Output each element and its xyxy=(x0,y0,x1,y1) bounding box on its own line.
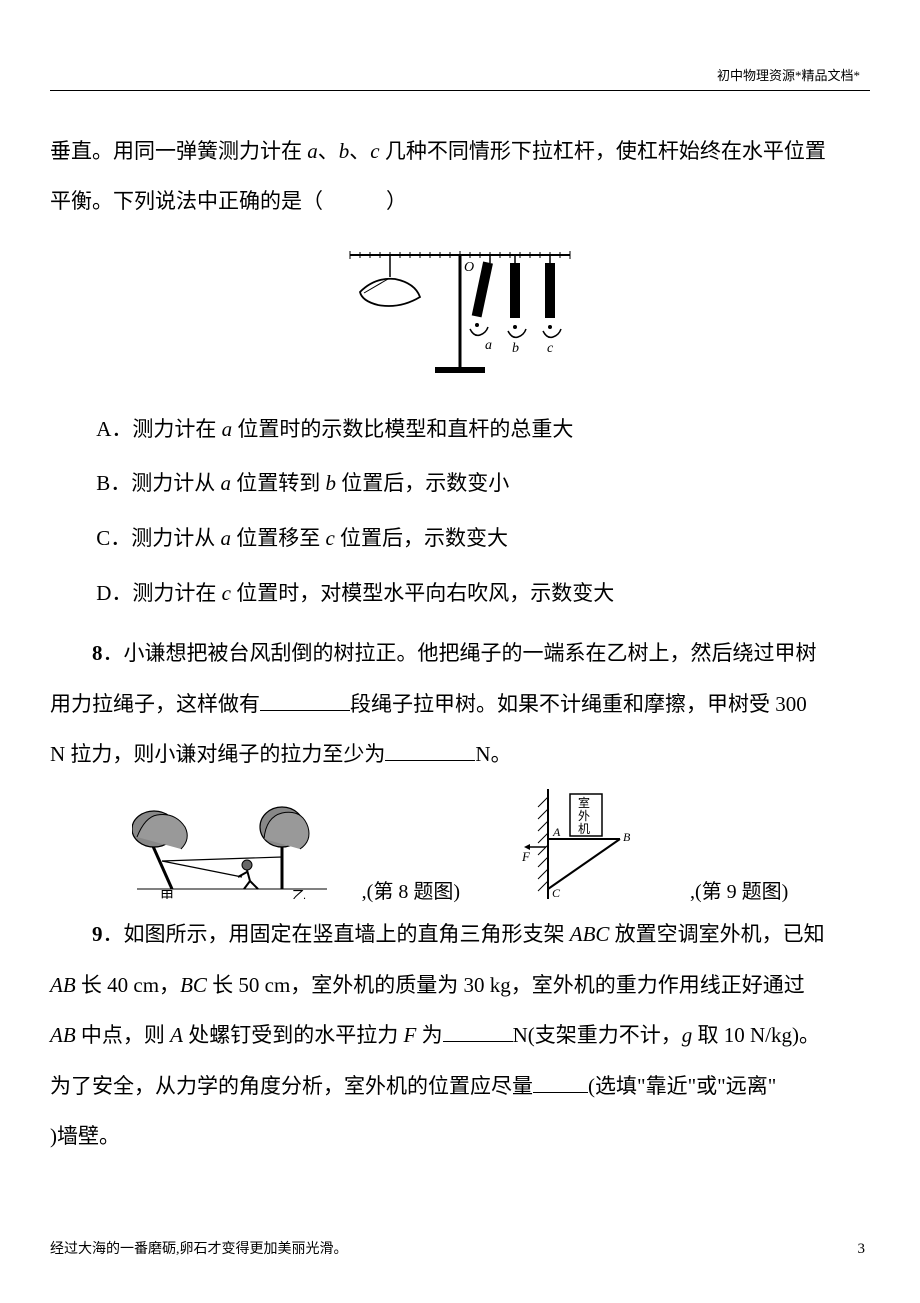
q7-sep2: 、 xyxy=(349,139,370,163)
q9-num: 9 xyxy=(92,922,103,946)
q9-F: F xyxy=(521,849,531,864)
q8-num: 8 xyxy=(92,641,103,665)
q7-text-2: 几种不同情形下拉杠杆，使杠杆始终在水平位置 xyxy=(380,139,826,163)
q7-text-1: 垂直。用同一弹簧测力计在 xyxy=(50,139,307,163)
q9-p3a: 中点，则 xyxy=(76,1023,171,1047)
q9-p1a: ．如图所示，用固定在竖直墙上的直角三角形支架 xyxy=(103,922,570,946)
q7-a: a xyxy=(307,139,318,163)
q7-diagram: O a b xyxy=(50,237,870,387)
q7-label-c: c xyxy=(547,341,554,356)
opt-B-pre: 测力计从 xyxy=(131,471,220,495)
q8-figure: 甲 乙 xyxy=(132,799,332,904)
q9-blank-2[interactable] xyxy=(533,1071,588,1093)
q9-C: C xyxy=(552,886,561,899)
figures-row: 甲 乙 ,(第 8 题图) xyxy=(50,789,870,904)
q9-p3c: 为 xyxy=(416,1023,442,1047)
opt-C-mid: 位置移至 xyxy=(231,526,326,550)
opt-A-pre: 测力计在 xyxy=(132,417,221,441)
q9-box-1: 室 xyxy=(578,795,590,810)
opt-D-label: D． xyxy=(96,581,132,605)
q8-p2a: 用力拉绳子，这样做有 xyxy=(50,692,260,716)
opt-C-post: 位置后，示数变大 xyxy=(335,526,508,550)
opt-B-m2: b xyxy=(325,471,336,495)
option-A: A．测力计在 a 位置时的示数比模型和直杆的总重大 xyxy=(50,402,870,457)
q9-AB1: AB xyxy=(50,973,76,997)
option-B: B．测力计从 a 位置转到 b 位置后，示数变小 xyxy=(50,456,870,511)
q9-ABC: ABC xyxy=(570,922,610,946)
opt-C-m1: a xyxy=(220,526,231,550)
opt-D-mid: c xyxy=(222,581,231,605)
q8-caption: ,(第 8 题图) xyxy=(362,875,460,904)
q7-c: c xyxy=(370,139,379,163)
q9-AB2: AB xyxy=(50,1023,76,1047)
q9-BC: BC xyxy=(180,973,207,997)
opt-B-mid: 位置转到 xyxy=(231,471,326,495)
q9-p2a: 长 40 cm， xyxy=(76,973,180,997)
q7-label-O: O xyxy=(464,260,474,275)
q9-p1b: 放置空调室外机，已知 xyxy=(609,922,824,946)
q9-p3b: 处螺钉受到的水平拉力 xyxy=(183,1023,404,1047)
q9-box-2: 外 xyxy=(578,809,590,823)
q7-continuation: 垂直。用同一弹簧测力计在 a、b、c 几种不同情形下拉杠杆，使杠杆始终在水平位置… xyxy=(50,126,870,227)
q8-p2b: 段绳子拉甲树。如果不计绳重和摩擦，甲树受 300 xyxy=(350,692,807,716)
opt-A-label: A． xyxy=(96,417,132,441)
q9-p4b: (选填"靠近"或"远离" xyxy=(588,1074,776,1098)
q9-caption: ,(第 9 题图) xyxy=(690,875,788,904)
q9-g: g xyxy=(682,1023,693,1047)
opt-C-m2: c xyxy=(325,526,334,550)
q7-line2: 平衡。下列说法中正确的是（ ） xyxy=(50,176,870,226)
q9-box-3: 机 xyxy=(578,822,590,836)
opt-B-m1: a xyxy=(220,471,231,495)
q8-p1: ．小谦想把被台风刮倒的树拉正。他把绳子的一端系在乙树上，然后绕过甲树 xyxy=(103,641,817,665)
q8-p3a: N 拉力，则小谦对绳子的拉力至少为 xyxy=(50,742,385,766)
opt-B-post: 位置后，示数变小 xyxy=(336,471,509,495)
opt-B-label: B． xyxy=(96,471,131,495)
q7-sep1: 、 xyxy=(318,139,339,163)
header-source: 初中物理资源*精品文档* xyxy=(717,65,860,84)
opt-A-post: 位置时的示数比模型和直杆的总重大 xyxy=(232,417,573,441)
opt-D-pre: 测力计在 xyxy=(132,581,221,605)
q7-b: b xyxy=(339,139,350,163)
q9-p3e: 取 10 N/kg)。 xyxy=(692,1023,820,1047)
header-rule xyxy=(50,90,870,91)
q9-p5: )墙壁。 xyxy=(50,1124,120,1148)
opt-C-label: C． xyxy=(96,526,131,550)
opt-C-pre: 测力计从 xyxy=(131,526,220,550)
q8-text: 8．小谦想把被台风刮倒的树拉正。他把绳子的一端系在乙树上，然后绕过甲树 用力拉绳… xyxy=(50,628,870,779)
opt-A-mid: a xyxy=(222,417,233,441)
q9-p4a: 为了安全，从力学的角度分析，室外机的位置应尽量 xyxy=(50,1074,533,1098)
q8-p3b: N。 xyxy=(475,742,511,766)
q9-B: B xyxy=(623,830,631,844)
footer-text: 经过大海的一番磨砺,卵石才变得更加美丽光滑。 xyxy=(50,1238,870,1258)
option-D: D．测力计在 c 位置时，对模型水平向右吹风，示数变大 xyxy=(50,566,870,621)
q9-blank-1[interactable] xyxy=(443,1020,513,1042)
page-number: 3 xyxy=(858,1241,866,1258)
q8-blank-1[interactable] xyxy=(260,689,350,711)
q7-label-b: b xyxy=(512,341,519,356)
q7-label-a: a xyxy=(485,338,492,353)
option-C: C．测力计从 a 位置移至 c 位置后，示数变大 xyxy=(50,511,870,566)
q9-text: 9．如图所示，用固定在竖直墙上的直角三角形支架 ABC 放置空调室外机，已知 A… xyxy=(50,909,870,1161)
q8-tree1-label: 甲 xyxy=(160,890,174,899)
q9-p3d: N(支架重力不计， xyxy=(513,1023,682,1047)
q8-blank-2[interactable] xyxy=(385,739,475,761)
q8-tree2-label: 乙 xyxy=(292,889,306,899)
q9-p2b: 长 50 cm，室外机的质量为 30 kg，室外机的重力作用线正好通过 xyxy=(207,973,805,997)
opt-D-post: 位置时，对模型水平向右吹风，示数变大 xyxy=(231,581,614,605)
q9-F2: F xyxy=(403,1023,416,1047)
q9-figure: 室 外 机 F A B C xyxy=(520,789,660,904)
q9-A: A xyxy=(552,825,561,839)
q9-A2: A xyxy=(170,1023,183,1047)
